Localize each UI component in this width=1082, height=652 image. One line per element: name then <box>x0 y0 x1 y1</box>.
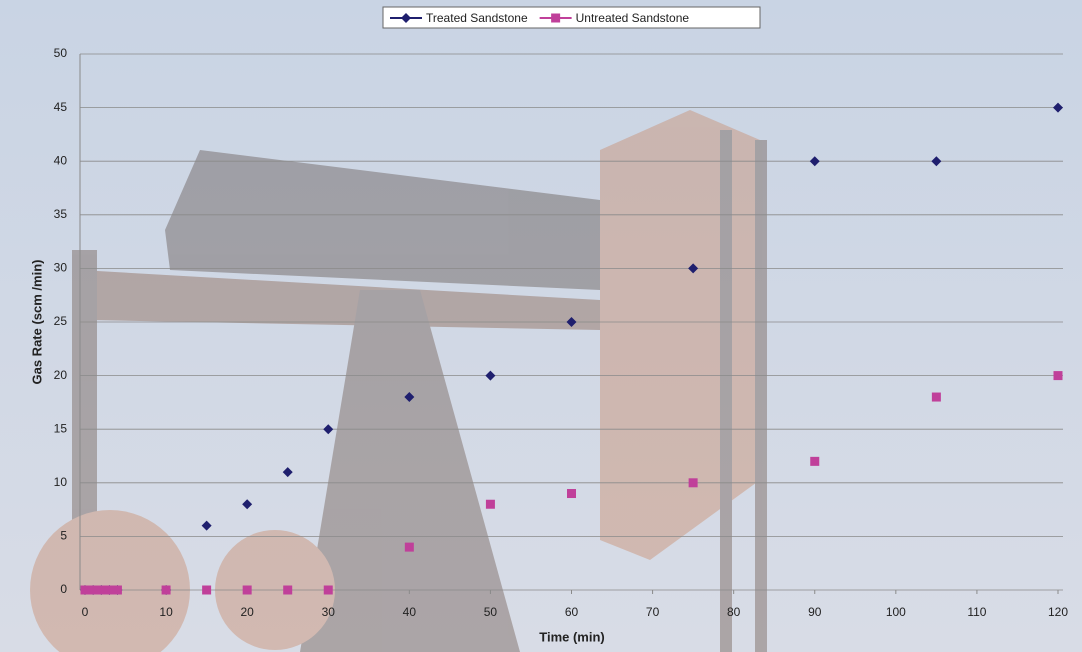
point <box>809 156 820 167</box>
legend-marker <box>401 13 411 23</box>
point <box>688 478 698 488</box>
y-tick-label: 20 <box>54 368 68 382</box>
x-tick-label: 20 <box>240 605 254 619</box>
x-tick-label: 30 <box>322 605 336 619</box>
point <box>202 585 212 595</box>
x-tick-label: 80 <box>727 605 741 619</box>
y-tick-label: 30 <box>54 261 68 275</box>
point <box>1053 102 1063 113</box>
point <box>242 499 253 510</box>
y-tick-label: 35 <box>54 207 68 221</box>
x-tick-label: 120 <box>1048 605 1068 619</box>
point <box>161 585 171 595</box>
point <box>485 370 496 381</box>
x-tick-label: 90 <box>808 605 822 619</box>
point <box>112 585 122 595</box>
y-tick-label: 50 <box>54 46 68 60</box>
legend-label: Untreated Sandstone <box>576 11 690 25</box>
point <box>104 585 114 595</box>
point <box>96 585 106 595</box>
legend-label: Treated Sandstone <box>426 11 528 25</box>
y-tick-label: 45 <box>54 100 68 114</box>
point <box>931 156 942 167</box>
x-tick-label: 70 <box>646 605 660 619</box>
point <box>283 585 293 595</box>
point <box>810 456 820 466</box>
x-tick-label: 40 <box>403 605 417 619</box>
point <box>323 424 334 435</box>
point <box>282 467 293 478</box>
y-tick-label: 40 <box>54 153 68 167</box>
point <box>688 263 699 274</box>
y-axis-title: Gas Rate (scm /min) <box>29 260 44 385</box>
point <box>485 499 495 509</box>
x-tick-label: 0 <box>82 605 89 619</box>
x-tick-label: 10 <box>159 605 173 619</box>
x-tick-label: 100 <box>886 605 906 619</box>
point <box>566 317 577 327</box>
point <box>404 392 415 403</box>
point <box>80 585 90 595</box>
y-tick-label: 25 <box>54 314 68 328</box>
point <box>567 489 576 499</box>
point <box>1053 371 1063 381</box>
point <box>323 585 333 595</box>
y-tick-label: 10 <box>54 475 68 489</box>
point <box>242 585 252 595</box>
point <box>88 585 98 595</box>
point <box>931 392 941 402</box>
point <box>404 542 414 552</box>
x-axis-title: Time (min) <box>539 629 605 644</box>
point <box>201 520 212 531</box>
y-tick-label: 15 <box>54 421 68 435</box>
y-tick-label: 5 <box>60 529 67 543</box>
legend-marker <box>551 13 561 23</box>
x-tick-label: 50 <box>484 605 498 619</box>
x-tick-label: 60 <box>565 605 579 619</box>
x-tick-label: 110 <box>967 605 986 619</box>
y-tick-label: 0 <box>60 582 67 596</box>
